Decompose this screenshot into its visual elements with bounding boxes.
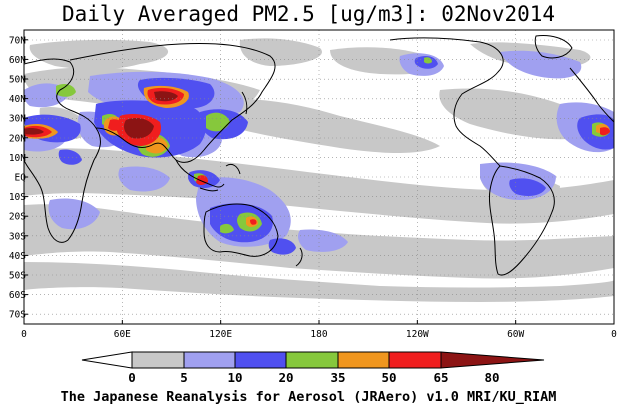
lat-tick-label: 30S [9, 231, 26, 242]
legend-swatch-c35_50 [285, 351, 339, 369]
lat-tick-label: 10N [9, 153, 26, 164]
lat-tick-label: 20S [9, 212, 26, 223]
legend-swatch-c65_80 [388, 351, 442, 369]
legend-swatch-lt5 [81, 351, 133, 369]
legend-label: 0 [128, 370, 136, 385]
lat-tick-label: 40S [9, 251, 26, 262]
lat-tick-label: 40N [9, 94, 26, 105]
coastline-north-america [389, 37, 504, 167]
coastline-asia [69, 43, 276, 163]
legend-label: 80 [484, 370, 499, 385]
lon-tick-label: 120E [209, 329, 232, 340]
legend-swatch-c20_35 [234, 351, 287, 369]
coastline-japan [241, 91, 248, 115]
coastlines [24, 35, 614, 276]
lon-tick-label: 60W [507, 329, 524, 340]
lat-tick-label: 30N [9, 114, 26, 125]
lat-tick-label: EQ [15, 173, 27, 184]
lat-tick-label: 70N [9, 35, 26, 46]
lon-tick-label: 60E [114, 329, 131, 340]
map-graticule [24, 30, 614, 324]
legend-swatch-c5_10 [131, 351, 185, 369]
legend-swatch-c10_20 [183, 351, 236, 369]
footer-credit: The Japanese Reanalysis for Aerosol (JRA… [60, 389, 557, 405]
legend-label: 20 [278, 370, 293, 385]
coastline-australia [203, 203, 279, 257]
legend-label: 5 [180, 370, 188, 385]
coastline-newzealand [295, 247, 303, 267]
coastline-greenland [534, 35, 573, 59]
lon-tick-label: 0 [21, 329, 27, 340]
lon-tick-label: 0 [611, 329, 617, 340]
coastline-europe-africa [24, 58, 101, 243]
coastline-seasia [175, 159, 241, 192]
latitude-axis: 70N 60N 50N 40N 30N 20N 10N EQ 10S 20S 30S 40S 50S 60… [9, 35, 28, 321]
lat-tick-label: 10S [9, 192, 26, 203]
lat-tick-label: 60S [9, 290, 26, 301]
legend-label: 35 [330, 370, 345, 385]
legend-label: 50 [381, 370, 396, 385]
lon-tick-label: 120W [406, 329, 429, 340]
map-field [24, 30, 614, 324]
map-title: Daily Averaged PM2.5 [ug/m3]: 02Nov2014 [61, 2, 556, 26]
lat-tick-label: 50N [9, 75, 26, 86]
lon-tick-label: 180 [310, 329, 327, 340]
legend-label: 65 [433, 370, 448, 385]
legend-swatch-c50_65 [337, 351, 390, 369]
lat-tick-label: 50S [9, 271, 26, 282]
lat-tick-label: 60N [9, 55, 26, 66]
coastline-americas-east [569, 67, 614, 123]
legend-label: 10 [227, 370, 242, 385]
colorbar-legend: 0 5 10 20 35 50 65 80 [81, 351, 545, 385]
longitude-axis: 0 60E 120E 180 120W 60W 0 [21, 320, 617, 340]
legend-swatch-gt80 [440, 351, 545, 369]
lat-tick-label: 70S [9, 310, 26, 321]
lat-tick-label: 20N [9, 133, 26, 144]
coastline-south-america [489, 165, 555, 276]
